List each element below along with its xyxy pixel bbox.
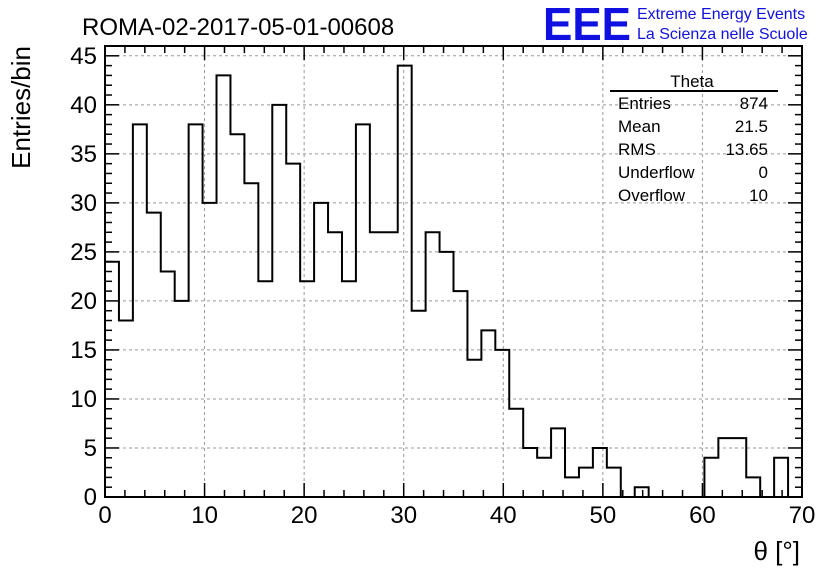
stats-value-mean: 21.5 — [735, 117, 768, 136]
stats-value-underflow: 0 — [759, 163, 768, 182]
x-tick-label: 70 — [789, 502, 816, 529]
y-tick-label: 30 — [70, 190, 97, 217]
logo-line-2: La Scienza nelle Scuole — [637, 26, 808, 43]
y-tick-label: 15 — [70, 337, 97, 364]
x-tick-label: 60 — [689, 502, 716, 529]
stats-title: Theta — [670, 72, 714, 91]
eee-logo-mark: EEE — [543, 0, 631, 50]
y-tick-label: 5 — [84, 435, 97, 462]
y-tick-labels: 0 5 10 15 20 25 30 35 40 45 — [70, 43, 97, 511]
y-tick-label: 40 — [70, 92, 97, 119]
stats-value-overflow: 10 — [749, 186, 768, 205]
y-tick-label: 45 — [70, 43, 97, 70]
x-tick-label: 40 — [490, 502, 517, 529]
chart-title: ROMA-02-2017-05-01-00608 — [82, 14, 394, 41]
stats-value-rms: 13.65 — [725, 140, 768, 159]
x-axis-label: θ [°] — [753, 536, 800, 566]
stats-label-entries: Entries — [618, 94, 671, 113]
logo-line-1: Extreme Energy Events — [637, 6, 805, 23]
stats-label-overflow: Overflow — [618, 186, 686, 205]
y-tick-label: 25 — [70, 239, 97, 266]
stats-label-mean: Mean — [618, 117, 661, 136]
x-tick-label: 10 — [191, 502, 218, 529]
y-tick-label: 0 — [84, 484, 97, 511]
stats-label-rms: RMS — [618, 140, 656, 159]
y-axis-label: Entries/bin — [6, 46, 36, 169]
x-tick-label: 30 — [390, 502, 417, 529]
stats-box: Theta Entries 874 Mean 21.5 RMS 13.65 Un… — [610, 72, 778, 205]
x-tick-label: 20 — [291, 502, 318, 529]
x-tick-label: 50 — [590, 502, 617, 529]
stats-value-entries: 874 — [740, 94, 768, 113]
stats-label-underflow: Underflow — [618, 163, 695, 182]
y-tick-label: 35 — [70, 141, 97, 168]
x-tick-label: 0 — [98, 502, 111, 529]
y-tick-label: 20 — [70, 288, 97, 315]
axis-ticks — [104, 45, 803, 498]
y-tick-label: 10 — [70, 386, 97, 413]
x-tick-labels: 0 10 20 30 40 50 60 70 — [98, 502, 815, 529]
eee-logo: EEE Extreme Energy Events La Scienza nel… — [543, 0, 808, 50]
